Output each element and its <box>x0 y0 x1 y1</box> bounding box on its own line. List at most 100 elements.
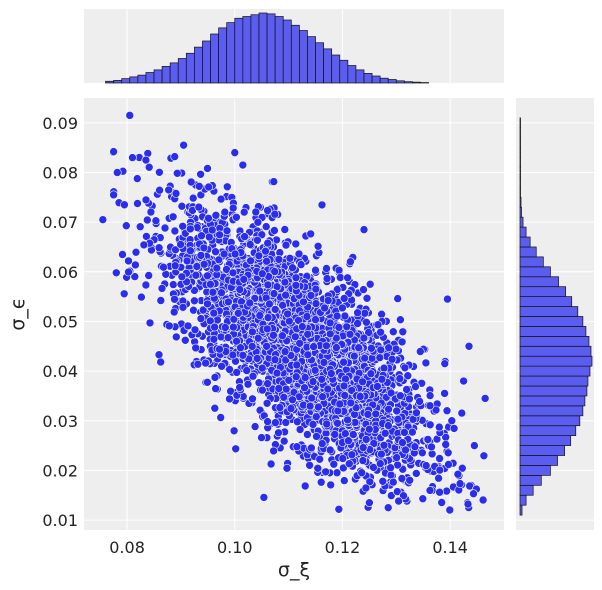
scatter-point <box>133 199 142 208</box>
scatter-point <box>418 494 428 504</box>
scatter-point <box>164 185 173 195</box>
scatter-point <box>254 378 264 388</box>
scatter-point <box>400 363 410 373</box>
y-histogram-bar <box>519 286 566 297</box>
scatter-point <box>253 218 263 227</box>
scatter-point <box>210 403 220 413</box>
scatter-point <box>410 442 420 452</box>
scatter-point <box>344 459 354 469</box>
scatter-point <box>339 357 348 367</box>
scatter-point <box>365 498 374 507</box>
scatter-point <box>359 285 368 294</box>
scatter-point <box>332 285 342 294</box>
scatter-point <box>384 404 393 414</box>
scatter-point <box>343 273 352 283</box>
scatter-point <box>203 271 212 281</box>
scatter-point <box>411 469 421 478</box>
scatter-point <box>217 288 226 298</box>
x-histogram-bar <box>210 33 219 84</box>
scatter-point <box>257 363 267 373</box>
scatter-point <box>216 194 226 204</box>
scatter-point <box>191 343 200 353</box>
x-histogram-bar <box>153 69 163 84</box>
scatter-point <box>353 308 362 318</box>
x-histogram-bar <box>194 46 203 84</box>
scatter-point <box>435 465 445 475</box>
scatter-point <box>444 460 453 469</box>
scatter-point <box>421 358 431 368</box>
y-tick-label: 0.04 <box>42 362 78 381</box>
scatter-point <box>297 322 307 331</box>
scatter-point <box>262 256 271 266</box>
scatter-point <box>131 260 140 270</box>
scatter-point <box>398 438 407 447</box>
scatter-point <box>354 343 364 353</box>
scatter-point <box>288 263 297 273</box>
scatter-point <box>190 296 199 306</box>
scatter-point <box>259 493 269 502</box>
scatter-point <box>291 239 301 249</box>
scatter-point <box>215 230 224 240</box>
scatter-point <box>415 397 424 406</box>
scatter-point <box>442 406 452 416</box>
y-histogram-bar <box>519 196 522 208</box>
scatter-point <box>398 327 408 337</box>
scatter-point <box>240 232 249 241</box>
scatter-point <box>239 275 249 284</box>
scatter-point <box>201 358 210 368</box>
scatter-point <box>141 195 151 205</box>
scatter-point <box>332 468 342 478</box>
scatter-point <box>441 440 451 449</box>
scatter-point <box>210 373 220 382</box>
scatter-point <box>203 377 212 387</box>
scatter-point <box>269 330 278 340</box>
scatter-point <box>343 415 352 425</box>
scatter-point <box>280 225 290 234</box>
scatter-point <box>308 420 318 429</box>
scatter-point <box>210 322 219 332</box>
scatter-point <box>263 313 273 322</box>
scatter-point <box>358 456 368 465</box>
scatter-point <box>411 382 420 391</box>
x-histogram-bar <box>412 81 421 84</box>
scatter-point <box>394 496 403 506</box>
scatter-point <box>469 489 478 499</box>
scatter-point <box>457 463 467 473</box>
scatter-point <box>334 265 344 275</box>
y-histogram-bar <box>519 326 587 337</box>
scatter-point <box>358 377 367 387</box>
scatter-point <box>347 386 357 395</box>
x-histogram-bar <box>404 81 413 84</box>
scatter-point <box>401 445 410 455</box>
y-histogram-bar <box>519 316 584 327</box>
scatter-point <box>274 384 284 393</box>
x-histogram-bar <box>113 80 123 84</box>
scatter-point <box>248 394 257 404</box>
scatter-point <box>332 343 341 352</box>
scatter-point <box>155 168 164 177</box>
x-histogram-bar <box>218 27 228 84</box>
y-histogram-bar <box>519 504 523 516</box>
scatter-point <box>196 251 206 260</box>
scatter-point <box>170 261 180 271</box>
scatter-point <box>196 170 205 179</box>
y-histogram-bar <box>519 475 542 486</box>
scatter-point <box>214 255 224 265</box>
scatter-point <box>360 353 370 363</box>
scatter-point <box>453 469 463 479</box>
x-histogram-bar <box>315 42 324 84</box>
scatter-point <box>384 421 393 430</box>
scatter-point <box>308 377 318 386</box>
scatter-point <box>220 207 230 217</box>
scatter-point <box>203 164 212 173</box>
scatter-point <box>393 414 403 424</box>
scatter-point <box>141 280 151 290</box>
scatter-point <box>192 223 202 232</box>
x-histogram-bar <box>355 69 365 84</box>
scatter-point <box>434 422 444 432</box>
scatter-point <box>307 443 316 453</box>
scatter-point <box>338 454 348 463</box>
scatter-point <box>369 463 378 472</box>
x-histogram-bar <box>379 77 389 84</box>
scatter-point <box>169 307 179 317</box>
